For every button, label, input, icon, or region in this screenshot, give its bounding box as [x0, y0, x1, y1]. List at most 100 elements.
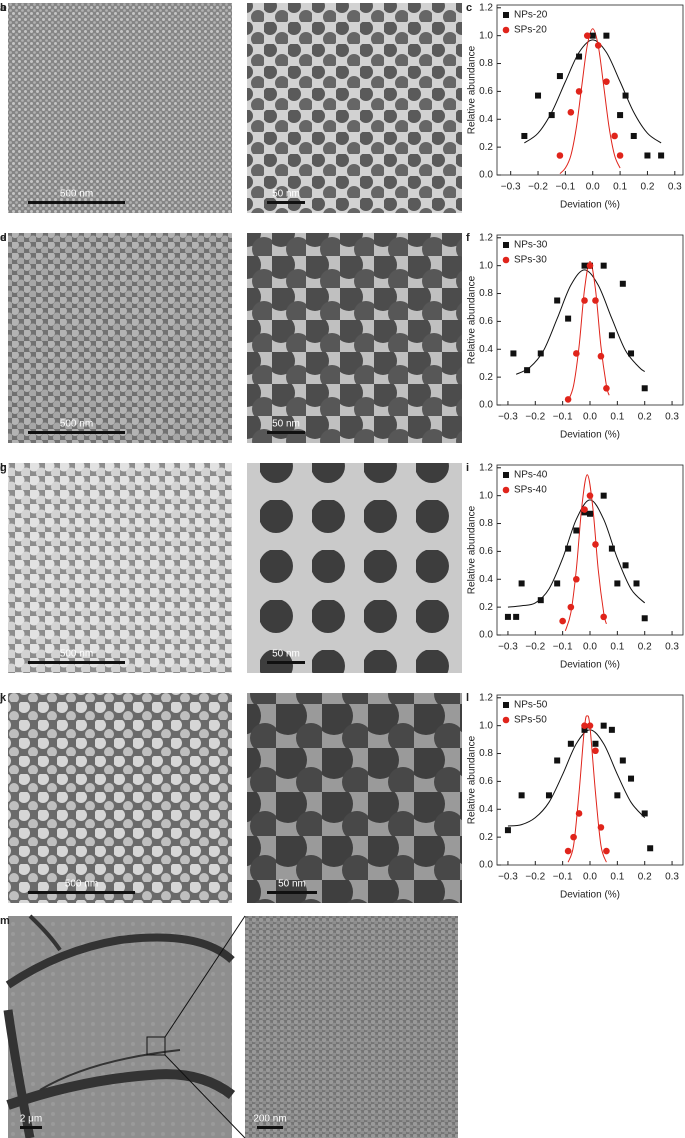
- data-point: [619, 757, 626, 764]
- fit-curve: [564, 474, 607, 631]
- legend-label: NPs-20: [514, 10, 548, 21]
- scale-bar-label: 500 nm: [60, 189, 93, 200]
- data-point: [644, 152, 651, 159]
- data-point: [608, 545, 615, 552]
- legend-label: SPs-20: [514, 25, 547, 36]
- panel-label: b: [0, 2, 7, 14]
- y-tick-label: 0.0: [479, 400, 493, 411]
- y-tick-label: 0.0: [479, 170, 493, 181]
- legend-label: NPs-50: [514, 700, 548, 711]
- data-point: [565, 315, 572, 322]
- data-point: [592, 747, 599, 755]
- y-tick-label: 0.6: [479, 776, 493, 787]
- scale-bar-label: 50 nm: [272, 189, 300, 200]
- data-point: [535, 92, 542, 99]
- y-tick-label: 1.2: [479, 2, 493, 13]
- x-tick-label: 0.0: [586, 182, 600, 193]
- data-point: [564, 396, 572, 403]
- x-tick-label: −0.1: [553, 872, 573, 883]
- x-tick-label: −0.1: [553, 642, 573, 653]
- data-point: [592, 541, 599, 548]
- data-point: [581, 506, 588, 513]
- y-tick-label: 0.2: [479, 142, 493, 153]
- micrograph: [8, 693, 232, 903]
- zoom-line: [164, 1054, 246, 1138]
- data-point: [589, 32, 596, 39]
- data-point: [622, 92, 629, 99]
- y-tick-label: 0.6: [479, 86, 493, 97]
- y-tick-label: 0.8: [479, 288, 493, 299]
- x-tick-label: −0.3: [498, 412, 518, 423]
- micrograph: [8, 233, 232, 443]
- data-point: [622, 562, 629, 569]
- scale-bar: [28, 201, 125, 204]
- x-tick-label: −0.2: [525, 412, 545, 423]
- data-point: [603, 78, 610, 85]
- legend-marker: [502, 486, 510, 494]
- data-point: [573, 575, 580, 583]
- data-point: [658, 152, 665, 159]
- scale-bar: [267, 201, 305, 204]
- x-axis-label: Deviation (%): [560, 430, 620, 441]
- panel-label: h: [0, 462, 7, 474]
- x-tick-label: 0.3: [665, 642, 679, 653]
- legend-marker: [503, 702, 509, 708]
- data-point: [554, 297, 561, 304]
- data-point: [575, 88, 583, 95]
- data-point: [587, 510, 593, 517]
- data-point: [616, 152, 624, 159]
- panel-label: i: [466, 462, 469, 474]
- x-tick-label: −0.3: [498, 872, 518, 883]
- y-tick-label: 0.8: [479, 748, 493, 759]
- data-point: [630, 132, 637, 139]
- data-point: [548, 112, 555, 119]
- x-axis-label: Deviation (%): [560, 890, 620, 901]
- data-point: [556, 73, 563, 80]
- data-point: [603, 32, 610, 39]
- x-tick-label: 0.0: [583, 412, 597, 423]
- scale-bar: [28, 431, 125, 434]
- y-tick-label: 0.6: [479, 316, 493, 327]
- panel-label: l: [466, 692, 469, 704]
- data-point: [504, 613, 511, 620]
- data-point: [581, 722, 588, 729]
- x-tick-label: 0.2: [638, 872, 652, 883]
- y-tick-label: 1.0: [479, 260, 493, 271]
- fit-curve: [507, 729, 646, 827]
- data-point: [564, 847, 572, 855]
- data-point: [600, 262, 607, 269]
- data-point: [567, 108, 575, 116]
- data-point: [597, 824, 605, 831]
- legend-label: SPs-50: [514, 715, 547, 726]
- x-tick-label: 0.2: [640, 182, 654, 193]
- scale-bar-label: 500 nm: [60, 419, 93, 430]
- data-point: [570, 833, 577, 841]
- fit-curve: [567, 260, 610, 402]
- data-point: [581, 297, 588, 304]
- legend-marker: [503, 472, 509, 478]
- data-point: [573, 350, 580, 357]
- data-point: [647, 845, 654, 852]
- micrograph: [247, 463, 462, 673]
- data-point: [628, 775, 635, 782]
- y-tick-label: 0.2: [479, 832, 493, 843]
- y-tick-label: 1.0: [479, 30, 493, 41]
- x-tick-label: 0.0: [583, 872, 597, 883]
- data-point: [581, 726, 588, 733]
- micrographs: a 500 nm b 50 nm d 500 nm e 50 nm g 500 nm h 50 nm j…: [0, 2, 462, 1138]
- y-axis-label: Relative abundance: [467, 275, 478, 364]
- scale-bar-label: 200 nm: [253, 1114, 286, 1125]
- data-point: [608, 726, 615, 733]
- x-tick-label: −0.1: [556, 182, 576, 193]
- scale-bar: [257, 1126, 283, 1129]
- x-axis-label: Deviation (%): [560, 200, 620, 211]
- scale-bar: [20, 1126, 42, 1129]
- crack: [3, 1009, 35, 1138]
- data-point: [545, 792, 552, 799]
- panel-label: c: [466, 2, 472, 14]
- y-tick-label: 0.8: [479, 58, 493, 69]
- data-point: [504, 827, 511, 834]
- data-point: [586, 262, 594, 269]
- micrograph: [245, 916, 458, 1138]
- y-axis-label: Relative abundance: [467, 505, 478, 594]
